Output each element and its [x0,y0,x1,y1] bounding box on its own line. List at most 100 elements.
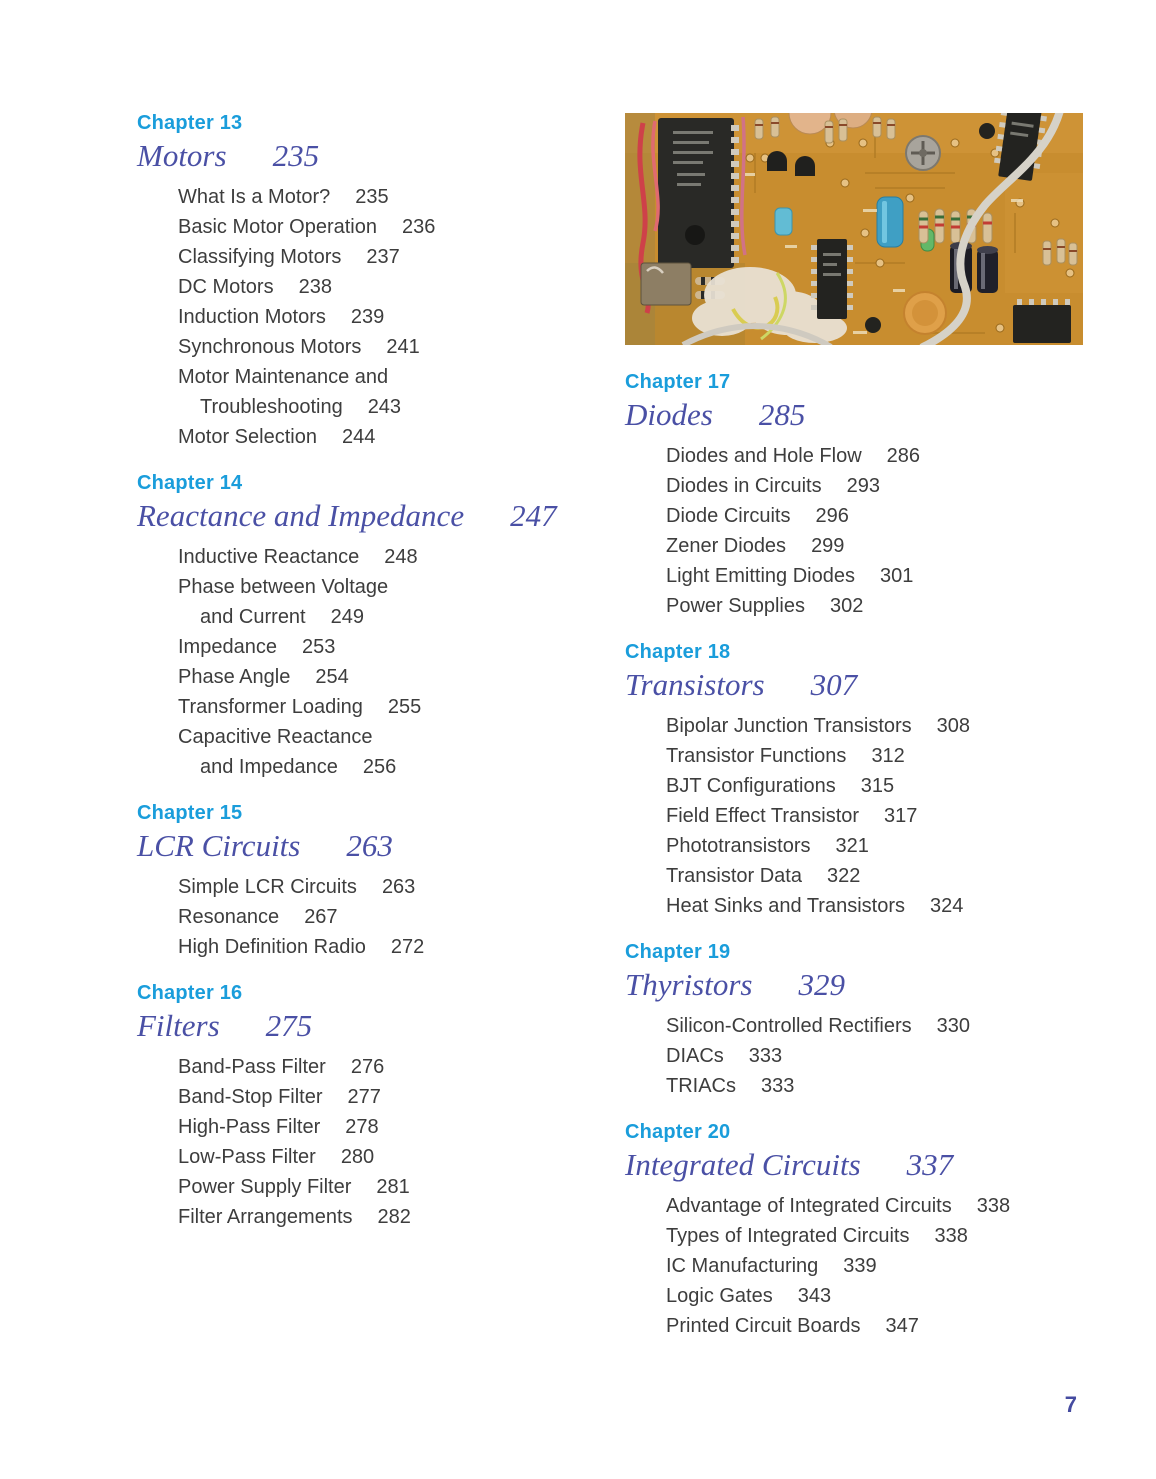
toc-entry: IC Manufacturing 339 [666,1251,1090,1281]
chapter-title: Motors [137,138,227,173]
entry-title: Transistor Functions [666,745,847,767]
chapter-page-number: 337 [906,1147,954,1182]
chapter-section: Chapter 14 Reactance and Impedance 247 Indu… [137,472,597,782]
chapter-title-row: Thyristors 329 [625,968,1090,1002]
chapter-section: Chapter 17 Diodes 285 Diodes and Hole Flow 2… [625,371,1090,621]
entry-title: High-Pass Filter [178,1116,321,1138]
circuit-board-illustration [625,113,1083,345]
chapter-label: Chapter 19 [625,941,731,963]
entry-page-number: 239 [350,306,385,328]
toc-entry: Light Emitting Diodes 301 [666,561,1090,591]
chapter-title-row: LCR Circuits 263 [137,829,597,863]
chapter-title-row: Reactance and Impedance 247 [137,499,597,533]
toc-entry: BJT Configurations 315 [666,771,1090,801]
entry-title: Logic Gates [666,1285,773,1307]
entry-title: Motor Maintenance and [178,366,389,388]
chapter-title-row: Filters 275 [137,1009,597,1043]
resistors-bottom-right [1042,238,1078,266]
chapter-label: Chapter 13 [137,112,243,134]
entry-page-number: 312 [871,745,905,767]
entry-page-number: 263 [381,876,416,898]
toc-entry: High Definition Radio 272 [178,932,597,962]
entry-page-number: 241 [386,336,420,358]
metal-clip [646,266,664,274]
metal-component [640,262,692,306]
entry-title-continued: and Current [200,606,306,628]
toc-entry: Diode Circuits 296 [666,501,1090,531]
entry-title-continued: Troubleshooting [200,396,343,418]
entry-page-number: 333 [761,1075,795,1097]
chapter-section: Chapter 18 Transistors 307 Bipolar Junction… [625,641,1090,921]
entry-page-number: 338 [976,1195,1011,1217]
entry-title: Capacitive Reactance [178,726,373,748]
entry-title: Synchronous Motors [178,336,362,358]
toc-entry: Transistor Functions 312 [666,741,1090,771]
entry-title: Field Effect Transistor [666,805,860,827]
entry-page-number: 272 [390,936,425,958]
toc-entry: Silicon-Controlled Rectifiers 330 [666,1011,1090,1041]
chapter-label: Chapter 14 [137,472,243,494]
entry-page-number: 299 [811,535,845,557]
entry-title: What Is a Motor? [178,186,331,208]
entry-page-number: 317 [884,805,918,827]
toc-entry: Induction Motors 239 [178,302,597,332]
entry-page-number: 296 [815,505,849,527]
toc-entry: Inductive Reactance 248 [178,542,597,572]
white-wire-bottom [681,323,833,345]
entry-title: TRIACs [666,1075,736,1097]
orange-disc-capacitor [903,291,947,335]
toc-entry: What Is a Motor? 235 [178,182,597,212]
entry-page-number: 255 [387,696,422,718]
entry-title: Power Supply Filter [178,1176,352,1198]
chapter-page-number: 235 [272,138,320,173]
chapter-entries: Diodes and Hole Flow 286 Diodes in Circuit… [625,441,1090,621]
chapter-page-number: 307 [810,667,858,702]
toc-entry: Impedance 253 [178,632,597,662]
circuit-board-photo [625,113,1083,345]
entry-title: Basic Motor Operation [178,216,377,238]
entry-title: Motor Selection [178,426,317,448]
bottom-right-ic [1013,299,1071,343]
toc-entry: Band-Pass Filter 276 [178,1052,597,1082]
entry-page-number: 277 [347,1086,381,1108]
chapter-label: Chapter 20 [625,1121,731,1143]
entry-page-number: 280 [340,1146,375,1168]
silkscreen-marks [745,173,1023,334]
chapter-entries: Bipolar Junction Transistors 308 Transisto… [625,711,1090,921]
toc-entry: Power Supply Filter 281 [178,1172,597,1202]
toc-entry: Bipolar Junction Transistors 308 [666,711,1090,741]
large-ic-chip [658,118,739,268]
toc-entry: High-Pass Filter 278 [178,1112,597,1142]
toc-entry: Heat Sinks and Transistors 324 [666,891,1090,921]
entry-title: Band-Stop Filter [178,1086,323,1108]
toc-entry: Field Effect Transistor 317 [666,801,1090,831]
entry-title: Bipolar Junction Transistors [666,715,912,737]
center-ic-chip [811,239,853,319]
yellow-green-wire [760,272,787,341]
toc-entry: Capacitive Reactance and Impedance 256 [178,722,597,782]
blue-capacitor [876,196,904,248]
entry-page-number: 244 [341,426,376,448]
toc-entry: Phase Angle 254 [178,662,597,692]
entry-page-number: 238 [298,276,332,298]
toc-entry: TRIACs 333 [666,1071,1090,1101]
entry-page-number: 282 [377,1206,411,1228]
toc-entry: Motor Selection 244 [178,422,597,452]
entry-title: Band-Pass Filter [178,1056,326,1078]
entry-page-number: 267 [304,906,338,928]
entry-title: Diode Circuits [666,505,791,527]
chapter-title: Transistors [625,667,765,702]
entry-page-number: 278 [345,1116,379,1138]
entry-title: Low-Pass Filter [178,1146,316,1168]
chapter-section: Chapter 20 Integrated Circuits 337 Advantag… [625,1121,1090,1341]
entry-title: IC Manufacturing [666,1255,819,1277]
entry-page-number: 347 [885,1315,919,1337]
entry-title: Power Supplies [666,595,805,617]
chapter-page-number: 263 [346,828,393,863]
entry-page-number: 243 [367,396,402,418]
toc-entry: Zener Diodes 299 [666,531,1090,561]
chapter-label: Chapter 17 [625,371,731,393]
entry-page-number: 324 [930,895,964,917]
entry-page-number: 281 [376,1176,410,1198]
chapter-title: Diodes [625,397,713,432]
